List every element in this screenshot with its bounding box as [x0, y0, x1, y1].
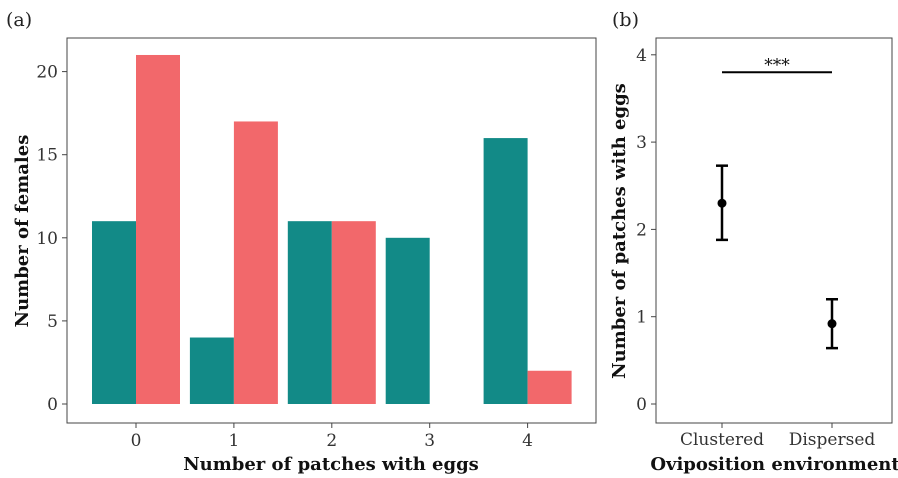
panel-b-x-axis: Clustered Dispersed: [680, 423, 875, 450]
panel-b-y-axis: 0 1 2 3 4: [636, 46, 656, 415]
y-tick-label: 15: [36, 146, 58, 166]
bar: [233, 121, 278, 405]
panel-a-y-axis: 0 5 10 15 20: [36, 63, 67, 415]
bar: [527, 370, 572, 404]
panel-b-frame: [655, 37, 893, 424]
panel-a-x-axis: 0 1 2 3 4: [131, 423, 533, 451]
x-tick-label: 1: [228, 431, 239, 451]
y-tick-label: 10: [36, 229, 58, 249]
bar: [136, 54, 180, 404]
mean-point: [827, 319, 837, 329]
y-tick-label: 0: [47, 395, 58, 415]
y-tick-label: 2: [636, 220, 647, 240]
x-tick-label: 0: [131, 431, 142, 451]
panel-a-label: (a): [6, 9, 32, 31]
panel-a-y-axis-title: Number of females: [12, 135, 33, 328]
y-tick-label: 1: [636, 308, 647, 328]
y-tick-label: 4: [636, 46, 647, 66]
bar: [483, 138, 528, 404]
panel-a: (a) 0 5 10 15 20 0 1 2 3 4 Number of patches wit…: [6, 9, 597, 475]
significance-label: ***: [764, 55, 790, 75]
panel-b: (b) 0 1 2 3 4 Clustered Dispersed *** Oviposi…: [609, 9, 898, 475]
bar: [385, 237, 430, 404]
x-tick-label: 2: [326, 431, 337, 451]
panel-b-x-axis-title: Oviposition environment: [650, 454, 898, 475]
x-tick-label: 4: [522, 431, 533, 451]
y-tick-label: 0: [636, 395, 647, 415]
y-tick-label: 20: [36, 63, 58, 83]
bar: [331, 221, 376, 404]
mean-point: [717, 198, 727, 208]
bar: [287, 221, 332, 404]
panel-b-points: [716, 164, 838, 350]
x-tick-label: 3: [424, 431, 435, 451]
x-tick-label: Clustered: [680, 430, 764, 450]
bar: [92, 221, 136, 404]
significance-annotation: ***: [722, 55, 832, 75]
x-tick-label: Dispersed: [789, 430, 876, 450]
panel-a-x-axis-title: Number of patches with eggs: [183, 454, 479, 475]
panel-b-y-axis-title: Number of patches with eggs: [609, 83, 630, 379]
bar: [189, 337, 234, 404]
y-tick-label: 3: [636, 133, 647, 153]
y-tick-label: 5: [47, 312, 58, 332]
panel-a-bars: [92, 54, 572, 405]
panel-b-label: (b): [612, 9, 639, 31]
